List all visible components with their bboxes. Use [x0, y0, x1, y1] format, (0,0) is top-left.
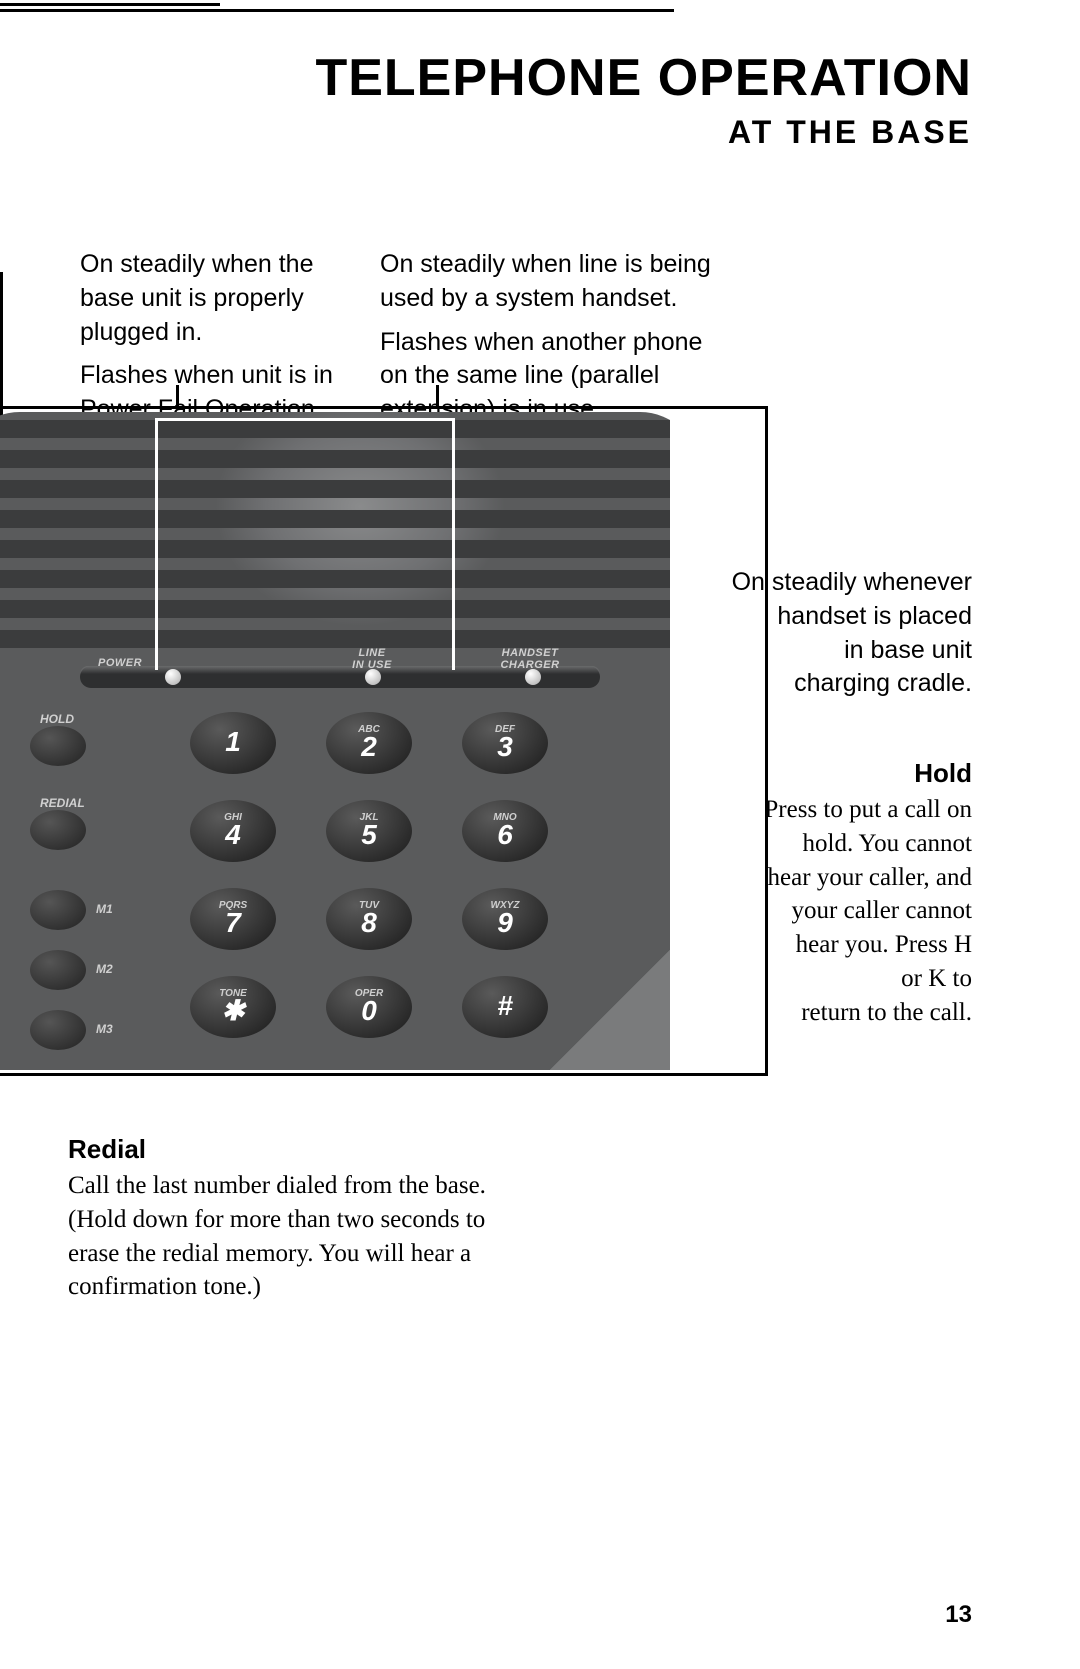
speaker-slat	[0, 540, 670, 558]
key-6-num: 6	[497, 821, 513, 849]
speaker-slat	[0, 450, 670, 468]
key-1-num: 1	[225, 728, 241, 756]
page-subtitle: AT THE BASE	[315, 114, 972, 151]
key-9[interactable]: WXYZ9	[462, 888, 548, 950]
key-4-num: 4	[225, 821, 241, 849]
charger-led-label: HANDSET CHARGER	[480, 648, 580, 671]
key-7-num: 7	[225, 909, 241, 937]
key-star[interactable]: TONE✱	[190, 976, 276, 1038]
key-6[interactable]: MNO6	[462, 800, 548, 862]
m1-label: M1	[96, 902, 113, 916]
leader-hold	[0, 9, 674, 12]
leader-line	[436, 385, 439, 407]
hold-button-label: HOLD	[40, 712, 74, 726]
key-7[interactable]: PQRS7	[190, 888, 276, 950]
phone-illustration: POWER LINE IN USE HANDSET CHARGER HOLD R…	[0, 412, 670, 1070]
key-4[interactable]: GHI4	[190, 800, 276, 862]
redial-title: Redial	[68, 1132, 538, 1167]
speaker-slat	[0, 600, 670, 618]
speaker-slat	[0, 420, 670, 438]
power-callout-p1: On steadily when the base unit is proper…	[80, 248, 340, 349]
m2-button[interactable]	[30, 950, 86, 990]
key-2-num: 2	[361, 733, 377, 761]
redial-button-label: REDIAL	[40, 796, 85, 810]
leader-redial-white	[0, 12, 3, 272]
charger-led-label-1: HANDSET	[480, 648, 580, 660]
corner-lift	[550, 950, 670, 1070]
line-led-label-2: IN USE	[340, 660, 404, 672]
redial-callout: Redial Call the last number dialed from …	[68, 1132, 538, 1304]
speaker-slat	[0, 510, 670, 528]
power-led-label: POWER	[98, 658, 158, 670]
speaker-grille	[0, 412, 670, 652]
hold-button[interactable]	[30, 726, 86, 766]
line-in-use-led	[365, 669, 381, 685]
power-led	[165, 669, 181, 685]
redial-button[interactable]	[30, 810, 86, 850]
key-0[interactable]: OPER0	[326, 976, 412, 1038]
charger-led-label-2: CHARGER	[480, 660, 580, 672]
key-8-num: 8	[361, 909, 377, 937]
key-8[interactable]: TUV8	[326, 888, 412, 950]
key-star-num: ✱	[221, 997, 244, 1025]
key-5-num: 5	[361, 821, 377, 849]
m3-button[interactable]	[30, 1010, 86, 1050]
frame-right	[765, 406, 768, 1076]
frame-top	[0, 406, 768, 409]
key-2[interactable]: ABC2	[326, 712, 412, 774]
key-1[interactable]: 1	[190, 712, 276, 774]
page-title: TELEPHONE OPERATION	[315, 48, 972, 108]
line-led-label: LINE IN USE	[340, 648, 404, 671]
handset-charger-led	[525, 669, 541, 685]
speaker-slat	[0, 630, 670, 648]
line-callout-p1: On steadily when line is being used by a…	[380, 248, 720, 316]
page-title-block: TELEPHONE OPERATION AT THE BASE	[315, 48, 972, 151]
leader-power	[176, 385, 179, 407]
page-number: 13	[945, 1601, 972, 1629]
line-led-label-1: LINE	[340, 648, 404, 660]
frame-bottom	[0, 1073, 768, 1076]
key-9-num: 9	[497, 909, 513, 937]
key-pound[interactable]: #	[462, 976, 548, 1038]
manual-page: TELEPHONE OPERATION AT THE BASE On stead…	[0, 0, 1080, 1669]
key-5[interactable]: JKL5	[326, 800, 412, 862]
m2-label: M2	[96, 962, 113, 976]
m3-label: M3	[96, 1022, 113, 1036]
phone-diagram: POWER LINE IN USE HANDSET CHARGER HOLD R…	[0, 406, 768, 1076]
m1-button[interactable]	[30, 890, 86, 930]
redial-body: Call the last number dialed from the bas…	[68, 1169, 538, 1304]
key-pound-num: #	[497, 992, 513, 1020]
key-3-num: 3	[497, 733, 513, 761]
speaker-slat	[0, 480, 670, 498]
speaker-slat	[0, 570, 670, 588]
key-0-num: 0	[361, 997, 377, 1025]
key-3[interactable]: DEF3	[462, 712, 548, 774]
